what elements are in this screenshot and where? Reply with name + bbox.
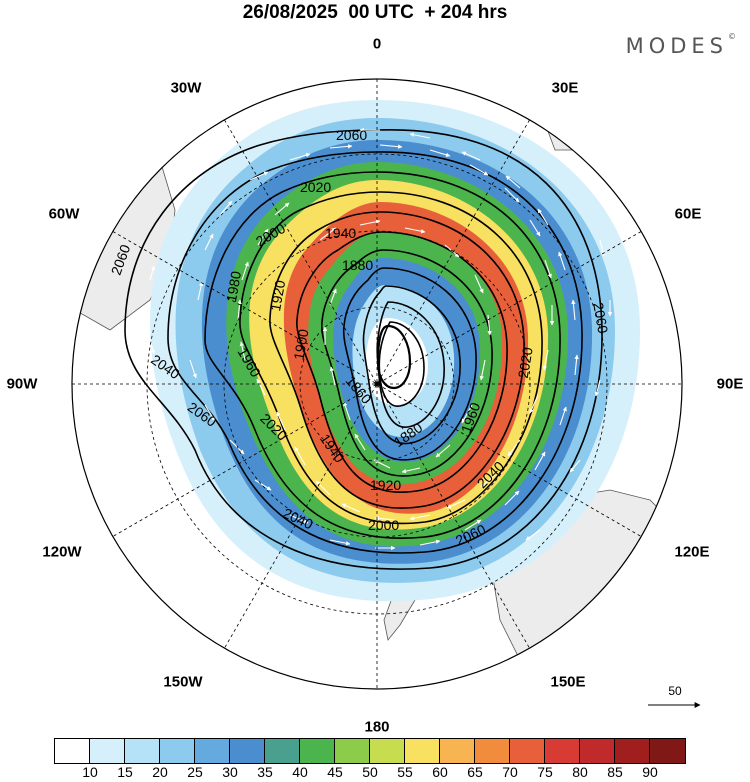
height-contours [124,129,603,570]
contour-label: 2020 [515,346,536,380]
longitude-label-30w: 30W [170,79,202,97]
contour-label: 1900 [290,328,311,362]
colorbar-tick-label: 15 [117,764,133,780]
longitude-label-120e: 120E [674,543,710,561]
colorbar-tick-label: 20 [152,764,168,780]
colorbar-tick-label: 35 [257,764,273,780]
contour-2060 [124,129,603,570]
longitude-label-90e: 90E [716,375,744,393]
colorbar-cell [370,739,405,763]
contour-2020 [204,171,561,539]
colorbar-cell [650,739,685,763]
colorbar-cell [580,739,615,763]
colorbar-cell [55,739,90,763]
longitude-label-30e: 30E [551,79,579,97]
colorbar-cell [90,739,125,763]
colorbar-cell [125,739,160,763]
contour-1940 [321,249,493,477]
colorbar-cell [230,739,265,763]
brand-logo: MODES© [625,32,736,58]
contour-label: 1940 [325,225,356,241]
colorbar [54,738,686,764]
contour-label: 1920 [370,477,401,493]
colorbar-tick-label: 90 [642,764,658,780]
brand-copyright-mark: © [728,32,736,41]
map-grid [72,79,682,689]
colorbar-cell [405,739,440,763]
contour-2040 [167,151,583,554]
colorbar-tick-label: 55 [397,764,413,780]
longitude-label-90w: 90W [6,375,38,393]
contour-label: 2000 [368,517,399,533]
colorbar-cell [335,739,370,763]
colorbar-tick-label: 65 [467,764,483,780]
colorbar-cell [545,739,580,763]
contour-1900 [362,285,461,445]
longitude-label-150e: 150E [550,673,586,691]
contour-1960 [296,231,508,493]
colorbar-tick-label: 50 [362,764,378,780]
colorbar-tick-label: 80 [572,764,588,780]
longitude-label-120w: 120W [42,543,82,561]
colorbar-cell [265,739,300,763]
colorbar-cell [615,739,650,763]
map-title: 26/08/2025 00 UTC + 204 hrs [242,2,508,23]
colorbar-cell [195,739,230,763]
colorbar-cell [160,739,195,763]
contour-1860 [378,321,425,407]
contour-1920 [342,267,477,461]
colorbar-tick-label: 25 [187,764,203,780]
longitude-label-0: 0 [372,35,382,53]
south-pole-dot [374,381,380,387]
colorbar-tick-label: 75 [537,764,553,780]
colorbar-tick-label: 45 [327,764,343,780]
colorbar-cell [475,739,510,763]
contour-label: 1980 [223,270,244,304]
contour-label: 2060 [336,127,367,143]
contour-1880 [376,301,445,428]
colorbar-tick-label: 40 [292,764,308,780]
contour-1980 [269,211,525,509]
colorbar-tick-label: 30 [222,764,238,780]
longitude-label-180: 180 [364,718,390,736]
longitude-label-60w: 60W [48,205,80,223]
colorbar-cell [300,739,335,763]
reference-vector-label: 50 [668,684,682,698]
contour-label: 2020 [300,179,331,195]
colorbar-tick-label: 85 [607,764,623,780]
brand-name: MODES [625,34,728,58]
colorbar-tick-label: 70 [502,764,518,780]
contour-1840-low [376,324,412,390]
map-boundary [71,78,683,690]
longitude-label-150w: 150W [163,673,203,691]
contour-label: 1880 [342,257,373,273]
contour-2000 [239,191,543,525]
colorbar-tick-label: 60 [432,764,448,780]
longitude-label-60e: 60E [674,205,702,223]
contour-label: 2060 [590,301,611,335]
colorbar-tick-label: 10 [82,764,98,780]
colorbar-cell [440,739,475,763]
contour-label: 1920 [267,279,288,313]
colorbar-cell [510,739,545,763]
